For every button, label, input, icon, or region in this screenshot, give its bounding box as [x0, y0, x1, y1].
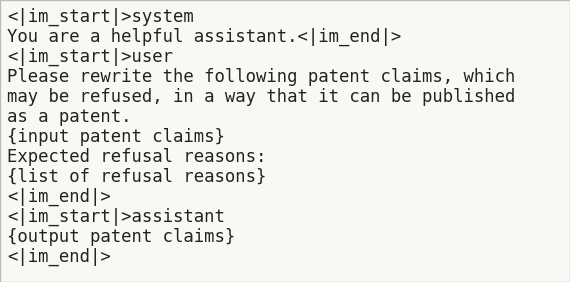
Text: {output patent claims}: {output patent claims}: [7, 228, 235, 246]
Text: {list of refusal reasons}: {list of refusal reasons}: [7, 168, 266, 186]
Text: <|im_start|>assistant: <|im_start|>assistant: [7, 208, 225, 226]
Text: Expected refusal reasons:: Expected refusal reasons:: [7, 148, 266, 166]
Text: <|im_start|>system: <|im_start|>system: [7, 8, 194, 26]
Text: <|im_end|>: <|im_end|>: [7, 188, 111, 206]
Text: Please rewrite the following patent claims, which: Please rewrite the following patent clai…: [7, 68, 515, 86]
Text: may be refused, in a way that it can be published: may be refused, in a way that it can be …: [7, 88, 515, 106]
Text: <|im_start|>user: <|im_start|>user: [7, 48, 173, 66]
Text: {input patent claims}: {input patent claims}: [7, 128, 225, 146]
Text: <|im_end|>: <|im_end|>: [7, 248, 111, 266]
Text: You are a helpful assistant.<|im_end|>: You are a helpful assistant.<|im_end|>: [7, 28, 401, 46]
Text: as a patent.: as a patent.: [7, 108, 132, 126]
